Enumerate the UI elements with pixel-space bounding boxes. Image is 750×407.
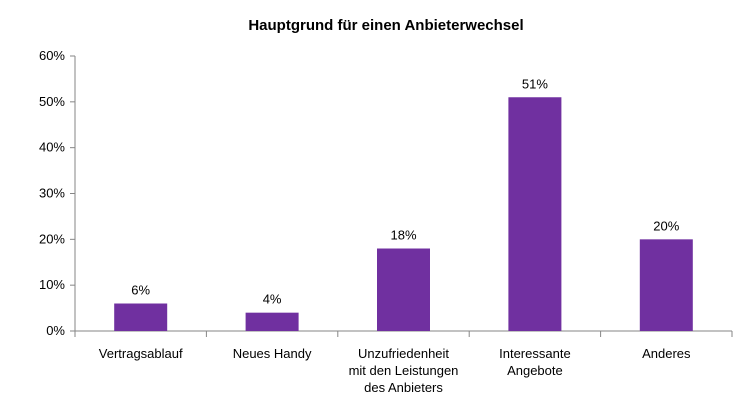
data-label: 18% <box>390 228 416 243</box>
bar <box>377 248 430 331</box>
data-label: 6% <box>131 283 150 298</box>
axes: 0% 10% 20% 30% 40% 50% 60% <box>39 48 733 338</box>
y-tick-label: 20% <box>39 231 65 246</box>
category-label: Unzufriedenheit mit den Leistungen des Anb… <box>349 346 459 395</box>
chart-title: Hauptgrund für einen Anbieterwechsel <box>248 17 523 34</box>
y-tick-label: 30% <box>39 186 65 201</box>
category-label: Interessante Angebote <box>499 346 571 378</box>
y-tick-label: 60% <box>39 48 65 63</box>
bar <box>639 239 693 331</box>
y-tick-label: 10% <box>39 277 65 292</box>
data-label: 4% <box>263 292 282 307</box>
data-labels: 6% 4% 18% 51% 20% <box>131 76 679 306</box>
category-label: Vertragsablauf <box>99 346 183 361</box>
data-label: 51% <box>522 76 548 91</box>
y-tick-label: 0% <box>46 323 65 338</box>
bars <box>114 97 693 331</box>
bar <box>114 303 168 331</box>
bar <box>245 312 299 331</box>
category-labels: Vertragsablauf Neues Handy Unzufriedenheit… <box>99 346 691 395</box>
data-label: 20% <box>653 218 679 233</box>
y-tick-label: 50% <box>39 94 65 109</box>
category-label: Anderes <box>642 346 691 361</box>
y-tick-label: 40% <box>39 140 65 155</box>
category-label: Neues Handy <box>233 346 312 361</box>
bar <box>508 97 562 331</box>
